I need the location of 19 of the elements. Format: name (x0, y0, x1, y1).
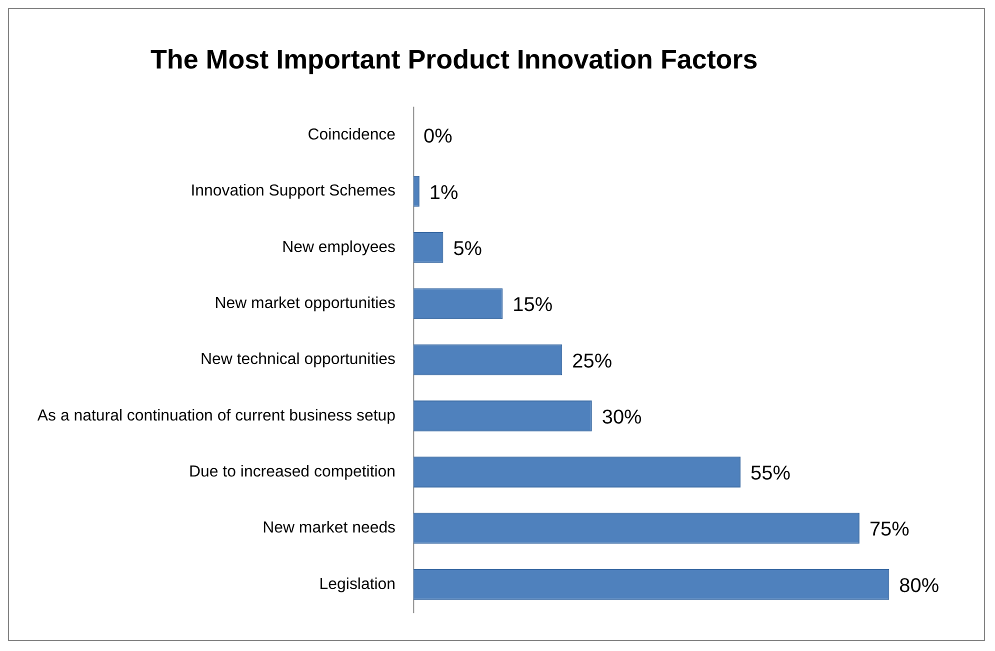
data-label: 25% (572, 350, 612, 372)
y-tick-label: New technical opportunities (200, 351, 396, 368)
data-label: 0% (423, 126, 453, 148)
data-label: 75% (869, 518, 910, 541)
data-label: 5% (453, 238, 482, 260)
y-tick-label: Legislation (319, 576, 396, 593)
y-tick-label: New market needs (262, 520, 396, 537)
y-tick-label: Coincidence (308, 126, 396, 144)
y-tick-label: New employees (282, 238, 396, 256)
data-label: 55% (750, 462, 791, 485)
data-label: 15% (512, 294, 553, 316)
y-tick-label: As a natural continuation of current business setup (37, 407, 396, 424)
data-label: 1% (429, 182, 459, 204)
data-label: 30% (602, 406, 642, 428)
data-label: 80% (899, 574, 940, 597)
chart-title: The Most Important Product Innovation Factors (150, 44, 758, 74)
y-tick-label: Due to increased competition (189, 464, 396, 480)
y-tick-label: New market opportunities (214, 295, 396, 312)
y-tick-label: Innovation Support Schemes (190, 182, 396, 200)
